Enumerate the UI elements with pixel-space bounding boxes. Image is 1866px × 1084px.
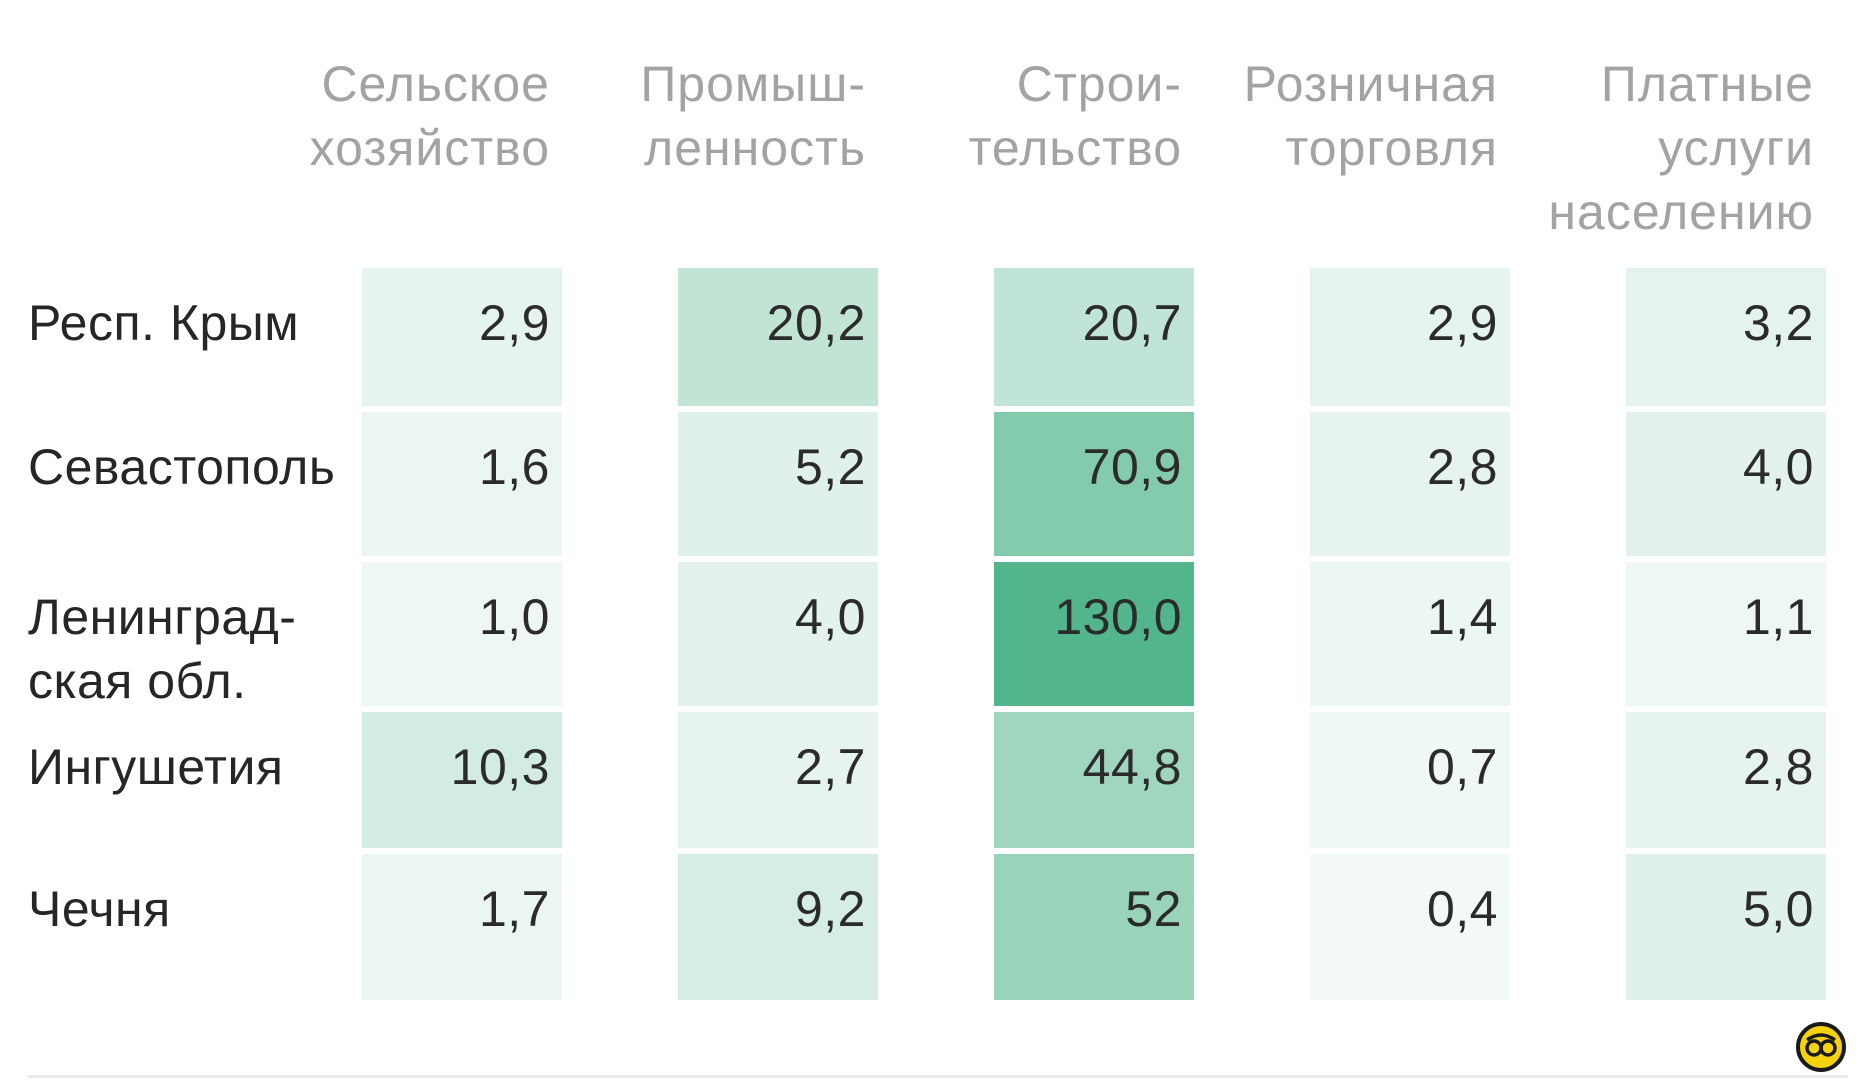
row-label-4-line-1: Ингушетия xyxy=(28,739,283,795)
heatmap-cell xyxy=(1626,712,1826,848)
column-header-1-line-1: Сельское xyxy=(321,56,550,112)
column-header-5-line-3: населению xyxy=(1548,184,1814,240)
heatmap-cell xyxy=(362,412,562,556)
cell-value: 1,0 xyxy=(479,589,550,645)
cell-value: 44,8 xyxy=(1083,739,1182,795)
heatmap-cell xyxy=(1626,854,1826,1000)
bottom-divider xyxy=(28,1075,1848,1078)
cell-value: 3,2 xyxy=(1743,295,1814,351)
heatmap-cell xyxy=(994,562,1194,706)
cell-value: 1,7 xyxy=(479,881,550,937)
row-label-1-line-1: Респ. Крым xyxy=(28,295,299,351)
heatmap-cell xyxy=(1310,268,1510,406)
heatmap-cell xyxy=(362,562,562,706)
heatmap-cell xyxy=(678,712,878,848)
cell-value: 9,2 xyxy=(795,881,866,937)
heatmap-cell xyxy=(678,268,878,406)
heatmap-cell xyxy=(362,712,562,848)
cell-value: 0,4 xyxy=(1427,881,1498,937)
cell-value: 5,2 xyxy=(795,439,866,495)
row-label-3-line-2: ская обл. xyxy=(28,653,247,709)
cell-value: 2,8 xyxy=(1427,439,1498,495)
column-header-2-line-1: Промыш- xyxy=(640,56,866,112)
cell-value: 2,8 xyxy=(1743,739,1814,795)
cell-value: 4,0 xyxy=(1743,439,1814,495)
round-yellow-logo-icon xyxy=(1796,1022,1846,1072)
column-header-4-line-1: Розничная xyxy=(1244,56,1498,112)
heatmap-cell xyxy=(1310,562,1510,706)
heatmap-cell xyxy=(994,268,1194,406)
cell-value: 70,9 xyxy=(1083,439,1182,495)
row-label-2-line-1: Севастополь xyxy=(28,439,335,495)
column-header-1-line-2: хозяйство xyxy=(310,120,550,176)
cell-value: 20,2 xyxy=(767,295,866,351)
column-header-3-line-1: Строи- xyxy=(1017,56,1182,112)
cell-value: 10,3 xyxy=(451,739,550,795)
cell-value: 2,9 xyxy=(1427,295,1498,351)
cell-value: 1,1 xyxy=(1743,589,1814,645)
row-label-3-line-1: Ленинград- xyxy=(28,589,296,645)
cell-value: 0,7 xyxy=(1427,739,1498,795)
row-label-5-line-1: Чечня xyxy=(28,881,171,937)
heatmap-cell xyxy=(1626,268,1826,406)
heatmap-cell xyxy=(362,854,562,1000)
heatmap-cell xyxy=(994,412,1194,556)
heatmap-cell xyxy=(1626,562,1826,706)
column-header-3-line-2: тельство xyxy=(969,120,1182,176)
heatmap-cell xyxy=(994,712,1194,848)
cell-value: 20,7 xyxy=(1083,295,1182,351)
cell-value: 2,7 xyxy=(795,739,866,795)
cell-value: 1,4 xyxy=(1427,589,1498,645)
heatmap-cell xyxy=(678,562,878,706)
heatmap-cell xyxy=(1310,712,1510,848)
column-header-2-line-2: ленность xyxy=(644,120,866,176)
cell-value: 52 xyxy=(1125,881,1182,937)
heatmap-cell xyxy=(1310,412,1510,556)
cell-value: 1,6 xyxy=(479,439,550,495)
heatmap-cell xyxy=(362,268,562,406)
heatmap-cell xyxy=(678,412,878,556)
heatmap-cell xyxy=(994,854,1194,1000)
heatmap-cell xyxy=(678,854,878,1000)
heatmap-cell xyxy=(1310,854,1510,1000)
cell-value: 4,0 xyxy=(795,589,866,645)
cell-value: 130,0 xyxy=(1054,589,1182,645)
column-header-5-line-2: услуги xyxy=(1658,120,1814,176)
column-header-4-line-2: торговля xyxy=(1285,120,1498,176)
heatmap-cell xyxy=(1626,412,1826,556)
cell-value: 5,0 xyxy=(1743,881,1814,937)
cell-value: 2,9 xyxy=(479,295,550,351)
column-header-5-line-1: Платные xyxy=(1601,56,1814,112)
